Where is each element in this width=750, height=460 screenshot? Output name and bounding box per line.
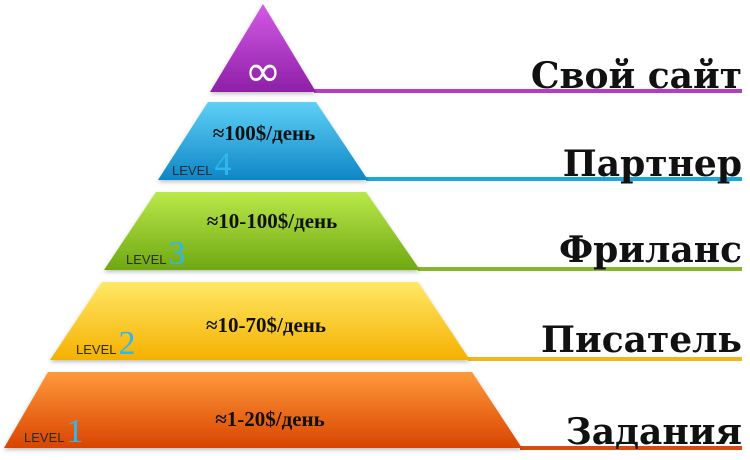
tier-level1-level: LEVEL1 [24, 413, 83, 450]
tier-level3-earning: ≈10-100$/день [207, 209, 338, 233]
tier-level4-shape [158, 102, 368, 180]
tier-level2: ≈10-70$/день LEVEL2 Писатель [50, 282, 742, 362]
tier-level1-level-num: 1 [66, 413, 83, 450]
tier-level1-shape [4, 372, 522, 448]
tier-level3-level: LEVEL3 [126, 235, 185, 272]
tier-top: ∞ Свой сайт [210, 4, 742, 97]
tier-level1: ≈1-20$/день LEVEL1 Задания [4, 372, 742, 453]
tier-level1-earning: ≈1-20$/день [215, 407, 325, 431]
tier-level4: ≈100$/день LEVEL4 Партнер [158, 102, 742, 185]
tier-level4-level-num: 4 [214, 146, 231, 183]
tier-level3-level-num: 3 [168, 235, 185, 272]
tier-level4-level: LEVEL4 [172, 146, 231, 183]
tier-level1-label: Задания [566, 411, 742, 453]
tier-level4-label: Партнер [563, 143, 742, 185]
tier-level3-label: Фриланс [559, 229, 742, 271]
tier-level3-shape [104, 192, 420, 270]
tier-level3: ≈10-100$/день LEVEL3 Фриланс [104, 192, 742, 272]
tier-level2-level-word: LEVEL [76, 342, 116, 357]
tier-level2-level-num: 2 [118, 325, 135, 362]
tier-top-label: Свой сайт [531, 55, 742, 97]
infinity-icon: ∞ [245, 46, 282, 97]
tier-level4-level-word: LEVEL [172, 163, 212, 178]
tier-level2-earning: ≈10-70$/день [206, 313, 326, 337]
tier-level3-level-word: LEVEL [126, 252, 166, 267]
tier-level2-label: Писатель [541, 319, 742, 361]
tier-level1-level-word: LEVEL [24, 430, 64, 445]
tier-level4-earning: ≈100$/день [213, 121, 316, 145]
tier-top-shape [210, 4, 316, 92]
tier-level2-level: LEVEL2 [76, 325, 135, 362]
tier-level2-shape [50, 282, 470, 360]
